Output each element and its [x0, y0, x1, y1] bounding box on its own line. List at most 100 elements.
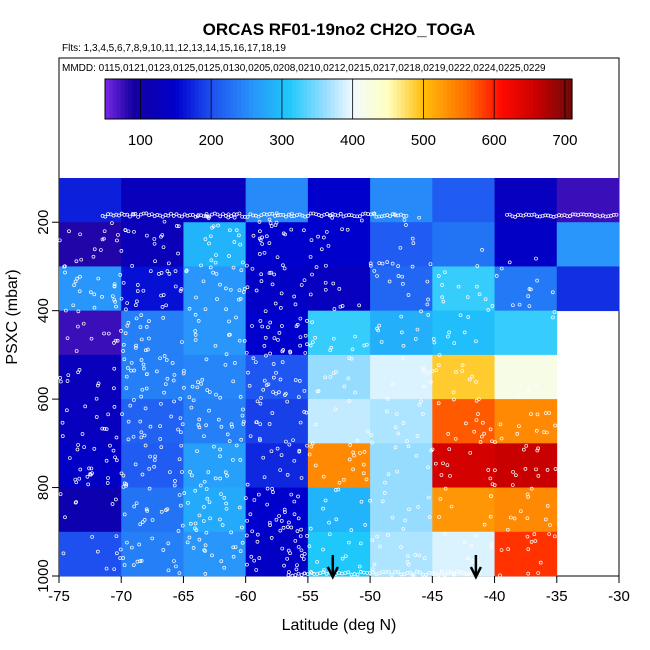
observation-dot — [462, 330, 467, 335]
observation-dot — [59, 379, 63, 384]
observation-dot — [214, 272, 219, 276]
observation-dot — [114, 534, 119, 539]
observation-dot — [307, 452, 312, 457]
observation-dot — [79, 257, 84, 262]
heatmap-cell — [494, 354, 558, 400]
observation-dot — [96, 276, 101, 281]
observation-dot — [139, 394, 144, 399]
observation-dot — [211, 270, 215, 275]
observation-dot — [401, 282, 405, 286]
observation-dot — [477, 292, 482, 297]
observation-dot — [207, 390, 212, 394]
observation-dot — [114, 497, 118, 502]
observation-dot — [532, 532, 537, 536]
observation-dot — [167, 271, 172, 276]
observation-dot — [324, 263, 328, 268]
observation-dot — [298, 316, 303, 321]
observation-dot — [112, 567, 117, 572]
observation-dot — [141, 362, 146, 367]
observation-dot — [193, 329, 198, 333]
observation-dot — [547, 532, 552, 536]
observation-dot — [136, 214, 140, 219]
heatmap-cell — [432, 443, 495, 488]
observation-dot — [278, 528, 283, 533]
observation-dot — [224, 352, 229, 357]
observation-dot — [390, 382, 395, 387]
observation-dot — [102, 331, 106, 336]
observation-dot — [480, 434, 484, 439]
observation-dot — [526, 571, 531, 576]
heatmap-cell — [432, 178, 495, 223]
observation-dot — [451, 390, 456, 395]
observation-dot — [165, 269, 170, 273]
observation-dot — [308, 343, 313, 348]
heatmap-cell — [494, 443, 558, 488]
y-tick-label: 200 — [35, 210, 52, 235]
observation-dot — [337, 480, 342, 485]
observation-dot — [250, 266, 255, 271]
observation-dot — [482, 431, 486, 436]
observation-dot — [333, 407, 338, 412]
observation-dot — [310, 272, 314, 277]
observation-dot — [147, 486, 152, 491]
observation-dot — [120, 412, 124, 416]
observation-dot — [536, 474, 541, 478]
observation-dot — [203, 572, 208, 576]
marker-arrow-head — [326, 566, 339, 580]
observation-dot — [512, 516, 517, 521]
observation-dot — [297, 379, 302, 383]
observation-dot — [338, 211, 343, 216]
observation-dot — [368, 498, 372, 503]
observation-dot — [277, 331, 282, 335]
observation-dot — [388, 214, 392, 219]
observation-dot — [340, 556, 345, 561]
observation-dot — [94, 396, 99, 401]
observation-dot — [65, 336, 70, 341]
observation-dot — [306, 214, 310, 218]
observation-dot — [139, 313, 144, 317]
observation-dot — [173, 269, 178, 273]
observation-dot — [302, 278, 307, 283]
observation-dot — [293, 302, 298, 307]
observation-dot — [245, 562, 249, 567]
observation-dot — [224, 286, 228, 291]
observation-dot — [321, 570, 326, 574]
observation-dot — [345, 227, 350, 232]
chart-title: ORCAS RF01-19no2 CH2O_TOGA — [203, 20, 476, 39]
observation-dot — [265, 486, 270, 491]
observation-dot — [187, 395, 192, 400]
observation-dot — [164, 303, 169, 308]
observation-dot — [336, 487, 341, 492]
observation-dot — [313, 335, 317, 340]
observation-dot — [377, 571, 382, 576]
observation-dot — [197, 537, 202, 542]
observation-dot — [186, 500, 190, 505]
observation-dot — [202, 505, 206, 509]
observation-dot — [254, 288, 259, 293]
observation-dot — [449, 504, 454, 509]
observation-dot — [525, 516, 530, 521]
observation-dot — [204, 423, 208, 428]
observation-dot — [372, 562, 377, 567]
observation-dot — [166, 213, 171, 218]
observation-dot — [273, 301, 278, 306]
observation-dot — [174, 224, 179, 228]
observation-dot — [401, 356, 405, 360]
observation-dot — [292, 458, 297, 463]
observation-dot — [281, 263, 285, 268]
observation-dot — [150, 518, 155, 522]
observation-dot — [338, 304, 343, 309]
observation-dot — [445, 463, 450, 467]
observation-dot — [73, 500, 78, 505]
observation-dot — [229, 214, 234, 218]
observation-dot — [202, 434, 206, 439]
observation-dot — [229, 422, 234, 427]
observation-dot — [237, 338, 242, 343]
observation-dot — [364, 477, 369, 482]
observation-dot — [474, 379, 478, 384]
observation-dot — [296, 545, 301, 549]
observation-dot — [387, 279, 392, 284]
heatmap-cell — [370, 222, 433, 267]
observation-dot — [474, 398, 479, 403]
observation-dot — [99, 248, 103, 252]
